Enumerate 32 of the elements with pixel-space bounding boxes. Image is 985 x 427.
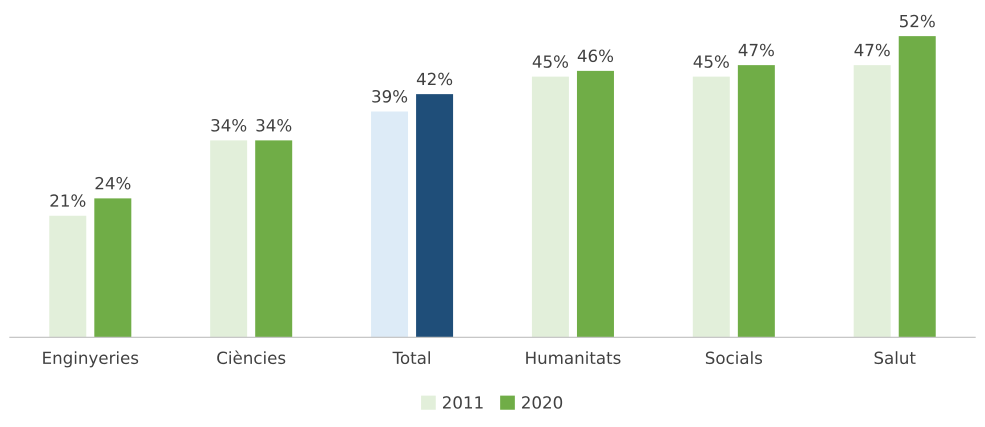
data-label: 47% [854,44,890,56]
data-label: 42% [416,72,452,86]
bar [210,140,248,338]
bar [371,111,408,338]
bar [532,76,569,338]
x-tick-label: Ciències [217,350,286,364]
bar [738,65,775,338]
data-label: 45% [532,55,568,68]
x-tick-label: Enginyeries [43,351,138,368]
data-label: 21% [50,194,86,207]
legend-label: 2011 [442,396,483,409]
bar [94,198,132,338]
data-label: 39% [372,90,408,103]
data-label: 52% [900,14,935,28]
x-tick-label: Salut [874,351,916,364]
data-label: 46% [578,50,614,62]
x-tick-label: Humanitats [526,351,620,364]
x-tick-label: Total [392,351,430,364]
bar [416,94,454,338]
data-label: 34% [211,119,246,132]
bar [49,216,86,338]
bar [576,70,614,338]
data-label: 34% [256,119,292,132]
x-tick-label: Socials [706,351,762,364]
bar [898,36,936,338]
legend-label: 2020 [522,396,562,409]
data-label: 47% [738,44,774,56]
bar [692,76,730,338]
bar [255,140,292,338]
data-label: 45% [694,55,729,68]
data-label: 24% [96,176,130,190]
bar [854,65,891,338]
